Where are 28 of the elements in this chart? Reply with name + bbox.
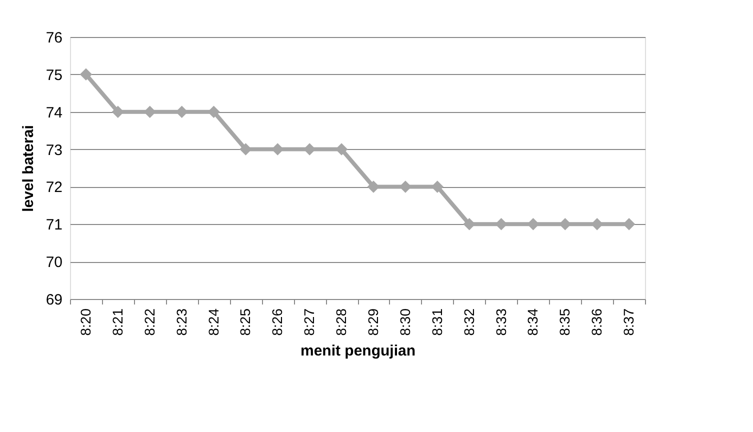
y-axis-title: level baterai: [20, 125, 37, 212]
x-tick-label: 8:23: [173, 308, 190, 336]
x-tick-label: 8:36: [588, 308, 605, 336]
x-tick-label: 8:32: [460, 308, 477, 336]
y-tick-label: 71: [46, 216, 62, 234]
y-tick-label: 70: [46, 254, 62, 272]
x-axis-title: menit pengujian: [300, 342, 416, 360]
x-tick-label: 8:29: [364, 308, 381, 336]
x-tick-label: 8:25: [237, 308, 254, 336]
y-tick-label: 74: [46, 104, 62, 122]
x-tick-label: 8:28: [333, 308, 350, 336]
y-tick-label: 76: [46, 30, 62, 46]
x-tick-label: 8:22: [141, 308, 158, 336]
x-tick-label: 8:35: [556, 308, 573, 336]
y-tick-label: 75: [46, 66, 62, 84]
x-tick-label: 8:24: [205, 308, 222, 336]
x-tick-label: 8:20: [77, 308, 94, 336]
x-tick-label: 8:34: [524, 308, 541, 336]
x-tick-label: 8:21: [109, 308, 126, 336]
x-tick-label: 8:30: [396, 308, 413, 336]
y-tick-label: 72: [46, 179, 62, 196]
x-tick-label: 8:26: [269, 308, 286, 336]
x-tick-label: 8:31: [428, 308, 445, 336]
x-tick-label: 8:37: [620, 308, 637, 336]
x-tick-label: 8:27: [301, 308, 318, 336]
x-tick-label: 8:33: [492, 308, 509, 336]
y-tick-label: 69: [46, 292, 62, 308]
y-tick-label: 73: [46, 142, 62, 159]
